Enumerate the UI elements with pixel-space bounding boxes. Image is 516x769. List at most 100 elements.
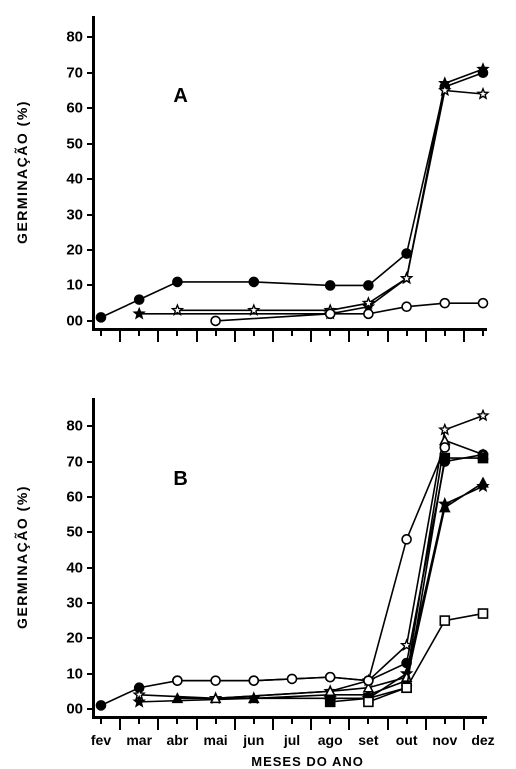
marker-square-open (364, 697, 373, 706)
xtick-long (157, 716, 159, 730)
xtick-label: mai (204, 732, 228, 748)
xtick-short (406, 716, 408, 724)
xtick-long (157, 328, 159, 342)
marker-circle-open (326, 673, 335, 682)
series (173, 478, 488, 702)
ytick-line (87, 673, 95, 675)
ytick-line (87, 637, 95, 639)
marker-circle-filled (402, 249, 411, 258)
xtick-short (138, 716, 140, 724)
marker-circle-filled (97, 313, 106, 322)
marker-square-open (479, 609, 488, 618)
marker-star-open (440, 425, 450, 434)
marker-circle-filled (364, 281, 373, 290)
ytick-line (87, 531, 95, 533)
xtick-short (176, 716, 178, 724)
ytick-line (87, 178, 95, 180)
xtick-short (291, 716, 293, 724)
xtick-long (348, 716, 350, 730)
ytick-line (87, 496, 95, 498)
ytick-label: 00 (66, 312, 83, 329)
marker-star-open (478, 410, 488, 419)
marker-star-open (478, 89, 488, 98)
xtick-long (387, 328, 389, 342)
marker-circle-open (326, 309, 335, 318)
series (211, 436, 487, 702)
xtick-long (272, 328, 274, 342)
ytick-line (87, 602, 95, 604)
ytick-line (87, 567, 95, 569)
xtick-long (196, 716, 198, 730)
ytick-label: 40 (66, 171, 83, 188)
ytick-label: 60 (66, 488, 83, 505)
xtick-short (291, 328, 293, 336)
ytick-label: 80 (66, 418, 83, 435)
xtick-long (463, 328, 465, 342)
marker-star-filled (134, 309, 144, 318)
ytick-line (87, 214, 95, 216)
xtick-short (100, 328, 102, 336)
ytick-label: 40 (66, 559, 83, 576)
xtick-short (100, 716, 102, 724)
ytick-label: 20 (66, 630, 83, 647)
marker-circle-open (249, 676, 258, 685)
xtick-label: nov (432, 732, 457, 748)
xtick-long (234, 716, 236, 730)
xtick-long (119, 716, 121, 730)
xtick-label: set (358, 732, 378, 748)
xtick-long (310, 716, 312, 730)
ytick-line (87, 425, 95, 427)
ytick-label: 30 (66, 206, 83, 223)
panel-a-plot (95, 16, 487, 328)
xtick-long (196, 328, 198, 342)
marker-circle-open (479, 299, 488, 308)
xtick-long (425, 328, 427, 342)
ytick-label: 30 (66, 594, 83, 611)
marker-circle-filled (326, 281, 335, 290)
chart-panel-a: A 001020304050607080 (92, 16, 487, 331)
ytick-label: 70 (66, 64, 83, 81)
ytick-label: 00 (66, 700, 83, 717)
ytick-label: 50 (66, 135, 83, 152)
ytick-label: 80 (66, 29, 83, 46)
xtick-short (138, 328, 140, 336)
xtick-short (253, 716, 255, 724)
ytick-line (87, 107, 95, 109)
ytick-label: 10 (66, 277, 83, 294)
marker-circle-open (402, 302, 411, 311)
xtick-short (215, 716, 217, 724)
xtick-label: dez (471, 732, 494, 748)
marker-triangle-open (326, 687, 335, 696)
ytick-line (87, 708, 95, 710)
xtick-short (406, 328, 408, 336)
marker-triangle-open (211, 694, 220, 703)
series (364, 609, 488, 706)
marker-square-filled (479, 454, 488, 463)
series (134, 64, 488, 318)
ytick-line (87, 72, 95, 74)
xtick-long (387, 716, 389, 730)
xtick-short (367, 716, 369, 724)
xtick-short (329, 716, 331, 724)
marker-triangle-filled (479, 478, 488, 487)
chart-panel-b: B 001020304050607080fevmarabrmaijunjulag… (92, 398, 487, 719)
xtick-label: out (396, 732, 418, 748)
ytick-line (87, 284, 95, 286)
ytick-label: 10 (66, 665, 83, 682)
panel-a-ylabel: GERMINAÇÃO (%) (14, 100, 30, 244)
marker-square-filled (326, 697, 335, 706)
ytick-line (87, 461, 95, 463)
marker-circle-open (364, 309, 373, 318)
marker-circle-open (211, 676, 220, 685)
marker-circle-open (440, 299, 449, 308)
xtick-label: jun (243, 732, 264, 748)
ytick-label: 60 (66, 100, 83, 117)
panel-b-ylabel: GERMINAÇÃO (%) (14, 485, 30, 629)
xtick-long (348, 328, 350, 342)
xtick-short (444, 716, 446, 724)
marker-circle-open (173, 676, 182, 685)
xtick-label: jul (284, 732, 300, 748)
xtick-long (234, 328, 236, 342)
ytick-line (87, 249, 95, 251)
xtick-long (272, 716, 274, 730)
